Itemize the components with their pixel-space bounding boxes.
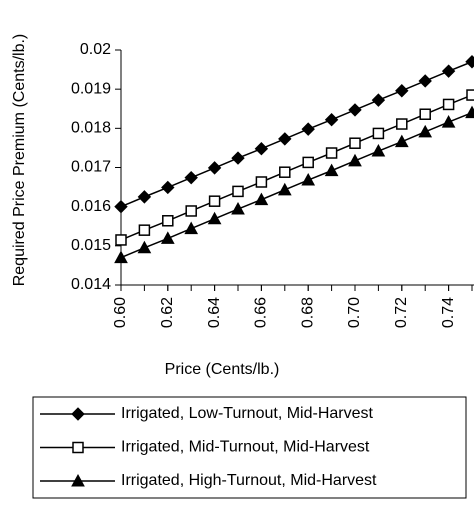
y-tick-label: 0.02 xyxy=(80,41,111,58)
point xyxy=(395,84,409,98)
point xyxy=(348,153,362,167)
x-tick-label: 0.60 xyxy=(112,297,129,328)
point xyxy=(348,103,362,117)
point xyxy=(254,141,269,156)
point xyxy=(184,170,198,185)
point xyxy=(231,151,245,165)
legend-marker xyxy=(71,407,85,421)
y-axis-label: Required Price Premium (Cents/lb.) xyxy=(11,34,28,287)
point xyxy=(114,199,128,214)
point xyxy=(278,132,292,146)
y-tick-label: 0.017 xyxy=(71,159,111,176)
point xyxy=(394,134,409,148)
point xyxy=(254,192,269,206)
legend-label: Irrigated, Low-Turnout, Mid-Harvest xyxy=(121,405,373,422)
point xyxy=(302,156,314,169)
point xyxy=(301,122,315,136)
point xyxy=(138,224,151,236)
point xyxy=(324,113,339,127)
y-tick-label: 0.015 xyxy=(71,237,111,254)
point xyxy=(114,250,128,264)
legend-marker xyxy=(72,441,84,454)
series-line xyxy=(120,94,473,241)
y-tick-label: 0.019 xyxy=(71,80,111,97)
point xyxy=(232,185,244,198)
point xyxy=(371,144,386,157)
point xyxy=(160,231,175,244)
point xyxy=(465,105,474,119)
point xyxy=(324,163,339,177)
legend-marker xyxy=(71,473,85,487)
series-line xyxy=(120,61,473,208)
point xyxy=(466,89,474,101)
y-tick-label: 0.018 xyxy=(71,120,111,137)
point xyxy=(349,137,361,149)
point xyxy=(465,55,474,69)
point xyxy=(115,234,127,246)
legend-box xyxy=(32,396,467,499)
point xyxy=(137,240,152,254)
x-tick-label: 0.68 xyxy=(299,297,316,328)
point xyxy=(185,205,197,217)
point xyxy=(418,124,433,138)
x-tick-label: 0.66 xyxy=(253,297,270,328)
point xyxy=(137,190,152,204)
series-line xyxy=(120,111,473,259)
point xyxy=(231,201,245,215)
point xyxy=(418,74,432,88)
x-tick-label: 0.64 xyxy=(206,297,223,328)
point xyxy=(371,93,386,107)
point xyxy=(301,172,316,186)
x-tick-label: 0.72 xyxy=(393,297,410,328)
point xyxy=(207,161,222,175)
x-tick-label: 0.74 xyxy=(440,297,457,328)
point xyxy=(441,115,456,128)
x-axis-label: Price (Cents/lb.) xyxy=(165,361,280,378)
point xyxy=(162,215,174,227)
point xyxy=(161,180,175,195)
point xyxy=(442,98,455,111)
x-tick-label: 0.62 xyxy=(159,297,176,328)
y-tick-label: 0.016 xyxy=(71,198,111,215)
point xyxy=(325,147,338,159)
point xyxy=(207,211,222,225)
point xyxy=(255,176,268,188)
point xyxy=(277,182,292,196)
y-tick-label: 0.014 xyxy=(71,276,111,293)
legend-label: Irrigated, High-Turnout, Mid-Harvest xyxy=(121,472,377,489)
point xyxy=(184,221,199,235)
point xyxy=(372,127,385,140)
point xyxy=(441,64,456,78)
point xyxy=(396,118,408,130)
point xyxy=(208,195,221,207)
point xyxy=(279,166,291,178)
legend-label: Irrigated, Mid-Turnout, Mid-Harvest xyxy=(121,439,370,456)
point xyxy=(419,108,431,120)
x-tick-label: 0.70 xyxy=(346,297,363,328)
